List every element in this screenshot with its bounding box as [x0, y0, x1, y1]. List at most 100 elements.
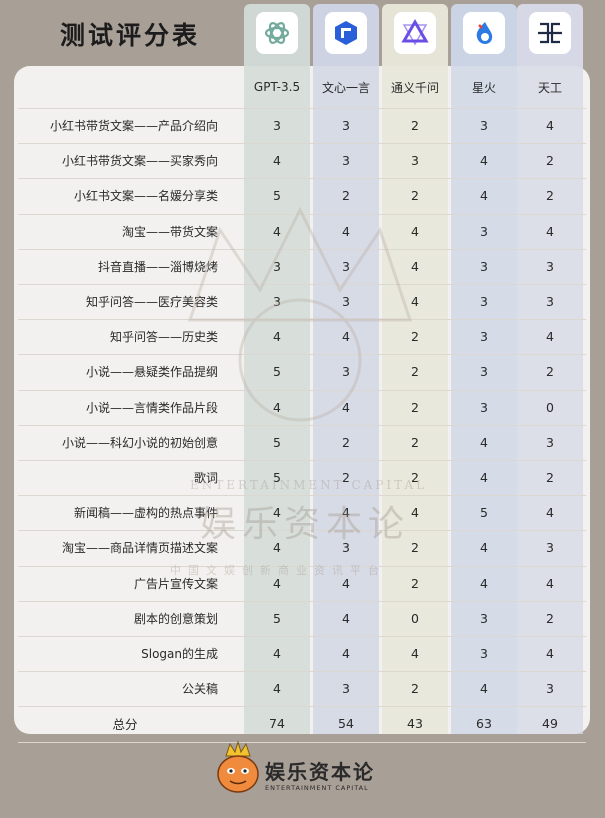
task-label: 歌词 — [193, 471, 218, 486]
column-header: 通义千问 — [390, 80, 439, 95]
score-cell: 5 — [273, 610, 281, 626]
score-cell: 3 — [546, 294, 554, 310]
score-cell: 4 — [480, 153, 488, 169]
row-divider — [18, 354, 586, 356]
score-cell: 3 — [342, 294, 350, 310]
task-label: 抖音直播——淄博烧烤 — [97, 259, 218, 274]
model-column-tint — [382, 66, 448, 734]
score-cell: 0 — [546, 399, 554, 415]
score-cell: 4 — [342, 575, 350, 591]
score-cell: 3 — [480, 329, 488, 345]
score-cell: 4 — [480, 188, 488, 204]
score-cell: 3 — [480, 610, 488, 626]
score-cell: 2 — [411, 575, 419, 591]
total-score-cell: 43 — [407, 716, 423, 732]
row-divider — [18, 389, 586, 391]
score-cell: 4 — [273, 399, 281, 415]
score-cell: 2 — [546, 610, 554, 626]
score-cell: 4 — [411, 646, 419, 662]
task-label: 新闻稿——虚构的热点事件 — [73, 506, 218, 521]
score-cell: 4 — [546, 329, 554, 345]
row-divider — [18, 108, 586, 109]
column-header: 天工 — [537, 80, 562, 95]
score-cell: 2 — [411, 681, 419, 697]
total-score-cell: 63 — [476, 716, 492, 732]
task-label: 剧本的创意策划 — [133, 611, 218, 626]
row-divider — [18, 636, 586, 637]
task-label: 小红书文案——名媛分享类 — [73, 189, 218, 204]
score-cell: 3 — [342, 258, 350, 274]
score-cell: 5 — [273, 364, 281, 380]
score-cell: 3 — [480, 294, 488, 310]
score-cell: 2 — [411, 364, 419, 380]
score-cell: 4 — [480, 540, 488, 556]
score-cell: 3 — [273, 294, 281, 310]
score-cell: 3 — [342, 540, 350, 556]
score-cell: 5 — [480, 505, 488, 521]
score-cell: 2 — [411, 470, 419, 486]
score-cell: 3 — [480, 364, 488, 380]
score-cell: 4 — [342, 223, 350, 239]
task-label: 淘宝——商品详情页描述文案 — [61, 541, 218, 556]
score-cell: 3 — [273, 258, 281, 274]
column-header: 文心一言 — [321, 80, 370, 95]
model-column-tint — [313, 66, 379, 734]
score-cell: 3 — [273, 118, 281, 134]
task-label: 公关稿 — [181, 682, 218, 697]
tongyi-logo-icon — [394, 12, 436, 54]
score-cell: 4 — [546, 575, 554, 591]
score-cell: 4 — [411, 294, 419, 310]
page-title: 测试评分表 — [60, 21, 201, 50]
column-header: GPT-3.5 — [253, 80, 301, 94]
score-cell: 4 — [273, 575, 281, 591]
openai-logo-icon — [256, 12, 298, 54]
score-cell: 2 — [411, 118, 419, 134]
score-cell: 0 — [411, 610, 419, 626]
score-cell: 4 — [546, 505, 554, 521]
task-label: 知乎问答——历史类 — [109, 330, 218, 345]
score-cell: 2 — [546, 470, 554, 486]
row-divider — [18, 565, 586, 567]
row-divider — [18, 530, 586, 532]
score-cell: 2 — [546, 188, 554, 204]
row-divider — [18, 424, 586, 426]
score-cell: 4 — [480, 434, 488, 450]
row-divider — [18, 706, 586, 708]
score-cell: 4 — [546, 118, 554, 134]
task-label: 知乎问答——医疗美容类 — [85, 295, 218, 310]
model-column-tint — [451, 66, 517, 734]
score-cell: 5 — [273, 434, 281, 450]
score-cell: 2 — [411, 329, 419, 345]
score-cell: 4 — [273, 223, 281, 239]
score-cell: 3 — [480, 646, 488, 662]
score-cell: 4 — [273, 153, 281, 169]
row-divider — [18, 213, 586, 215]
score-cell: 5 — [273, 188, 281, 204]
score-cell: 3 — [342, 681, 350, 697]
score-cell: 3 — [480, 258, 488, 274]
row-divider — [18, 460, 586, 461]
score-cell: 4 — [546, 223, 554, 239]
row-divider — [18, 178, 586, 180]
row-divider — [18, 319, 586, 321]
task-label: 小红书带货文案——产品介绍向 — [49, 119, 218, 134]
total-score-cell: 49 — [542, 716, 558, 732]
column-header: 星火 — [471, 80, 496, 95]
task-label: 小说——悬疑类作品提纲 — [85, 365, 218, 380]
score-cell: 4 — [273, 681, 281, 697]
score-cell: 4 — [480, 470, 488, 486]
task-label: 小说——言情类作品片段 — [85, 400, 218, 415]
score-cell: 3 — [480, 223, 488, 239]
score-cell: 4 — [546, 646, 554, 662]
task-label: 小说——科幻小说的初始创意 — [61, 435, 218, 450]
score-cell: 4 — [342, 329, 350, 345]
score-cell: 4 — [411, 258, 419, 274]
score-cell: 2 — [411, 540, 419, 556]
score-cell: 2 — [546, 153, 554, 169]
row-divider — [18, 284, 586, 285]
score-cell: 4 — [411, 223, 419, 239]
score-cell: 4 — [342, 399, 350, 415]
score-cell: 3 — [480, 118, 488, 134]
score-cell: 4 — [480, 575, 488, 591]
score-cell: 4 — [342, 610, 350, 626]
